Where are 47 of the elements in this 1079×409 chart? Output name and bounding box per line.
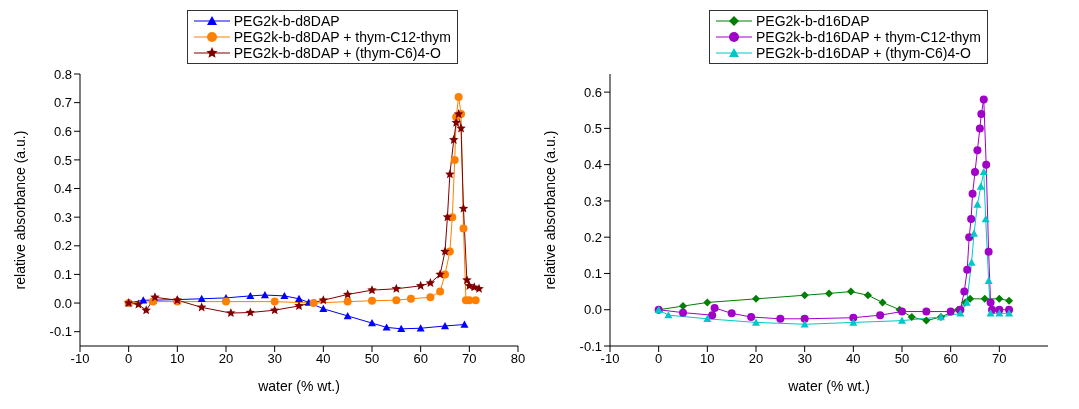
legend-label: PEG2k-b-d16DAP + (thym-C6)4-O <box>756 45 971 61</box>
x-tick-label: 10 <box>170 351 185 367</box>
y-tick-label: 0.0 <box>53 295 72 311</box>
legend-label: PEG2k-b-d16DAP + thym-C12-thym <box>756 29 981 45</box>
y-tick-label: 0.4 <box>583 157 602 173</box>
x-tick-label: 40 <box>316 351 331 367</box>
y-tick-label: 0.2 <box>53 238 72 254</box>
legend-label: PEG2k-b-d8DAP + (thym-C6)4-O <box>233 45 441 61</box>
y-tick-label: 0.0 <box>583 302 602 318</box>
y-tick-label: 0.7 <box>53 95 72 111</box>
y-tick-label: 0.6 <box>53 123 72 139</box>
x-tick-label: 0 <box>655 351 663 367</box>
x-tick-label: -10 <box>70 351 90 367</box>
y-tick-label: 0.2 <box>583 229 602 245</box>
legend-label: PEG2k-b-d8DAP + thym-C12-thym <box>233 29 451 45</box>
x-tick-label: 50 <box>894 351 910 367</box>
y-tick-label: 0.5 <box>53 152 72 168</box>
y-tick-label: 0.1 <box>53 267 72 283</box>
y-axis-title: relative absorbance (a.u.) <box>541 130 558 290</box>
x-axis-title: water (% wt.) <box>257 378 340 394</box>
y-tick-label: 0.8 <box>53 66 72 82</box>
y-tick-label: -0.1 <box>49 324 72 340</box>
x-tick-label: 30 <box>797 351 812 367</box>
x-tick-label: 70 <box>992 351 1007 367</box>
y-tick-label: -0.1 <box>579 338 602 354</box>
y-axis-title: relative absorbance (a.u.) <box>11 130 28 290</box>
legend-label: PEG2k-b-d8DAP <box>233 13 340 29</box>
x-tick-label: 80 <box>510 351 526 367</box>
y-tick-label: 0.5 <box>583 121 602 137</box>
x-tick-label: 20 <box>218 351 234 367</box>
y-tick-label: 0.6 <box>583 84 602 100</box>
y-tick-label: 0.1 <box>583 266 602 282</box>
x-axis-title: water (% wt.) <box>787 378 870 394</box>
x-tick-label: 0 <box>125 351 133 367</box>
y-tick-label: 0.3 <box>583 193 602 209</box>
y-tick-label: 0.3 <box>53 209 72 225</box>
x-tick-label: 60 <box>943 351 958 367</box>
x-tick-label: 50 <box>364 351 380 367</box>
x-tick-label: -10 <box>600 351 620 367</box>
legend-label: PEG2k-b-d16DAP <box>756 13 870 29</box>
x-tick-label: 60 <box>413 351 428 367</box>
y-tick-label: 0.4 <box>53 181 72 197</box>
x-tick-label: 20 <box>748 351 764 367</box>
x-tick-label: 70 <box>462 351 477 367</box>
x-tick-label: 10 <box>700 351 715 367</box>
x-tick-label: 30 <box>267 351 282 367</box>
x-tick-label: 40 <box>846 351 861 367</box>
